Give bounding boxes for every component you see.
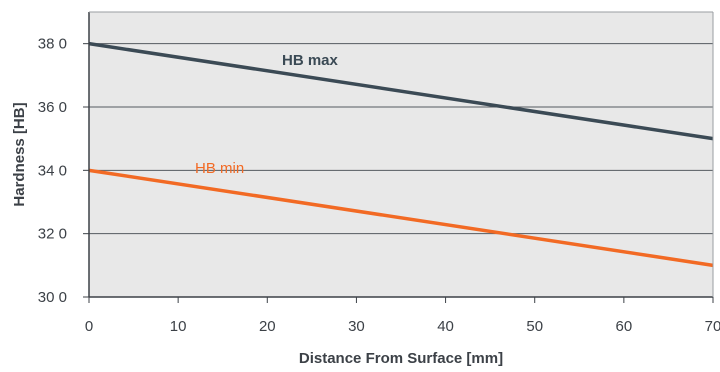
x-tick-label-2: 20: [259, 318, 276, 335]
x-tick-label-5: 50: [526, 318, 543, 335]
plot-frame: [88, 11, 714, 298]
series-labels: HB max HB min: [195, 52, 339, 177]
y-tick-label-1: 32 0: [38, 226, 67, 243]
y-tick-label-2: 34 0: [38, 162, 67, 179]
series-line-0: [88, 41, 714, 141]
y-tick-label-0: 30 0: [38, 289, 67, 306]
gridlines: [89, 43, 713, 235]
y-axis-ticks: 30 0 32 0 34 0 36 0 38 0: [38, 36, 89, 306]
y-tick-label-3: 36 0: [38, 99, 67, 116]
x-tick-label-3: 30: [348, 318, 365, 335]
x-tick-label-7: 70: [705, 318, 720, 335]
x-axis-title: Distance From Surface [mm]: [299, 350, 503, 367]
x-tick-label-0: 0: [85, 318, 93, 335]
x-axis-ticks: 0 10 20 30 40 50 60 70: [85, 297, 720, 335]
series-label-0: HB max: [282, 52, 339, 69]
plot-area: [89, 12, 713, 297]
x-tick-label-4: 40: [437, 318, 454, 335]
y-axis-title: Hardness [HB]: [11, 102, 28, 206]
y-tick-label-4: 38 0: [38, 36, 67, 53]
x-tick-label-1: 10: [170, 318, 187, 335]
series-label-1: HB min: [195, 160, 244, 177]
series-line-1: [88, 168, 714, 268]
x-tick-label-6: 60: [616, 318, 633, 335]
series-lines: [88, 41, 714, 268]
